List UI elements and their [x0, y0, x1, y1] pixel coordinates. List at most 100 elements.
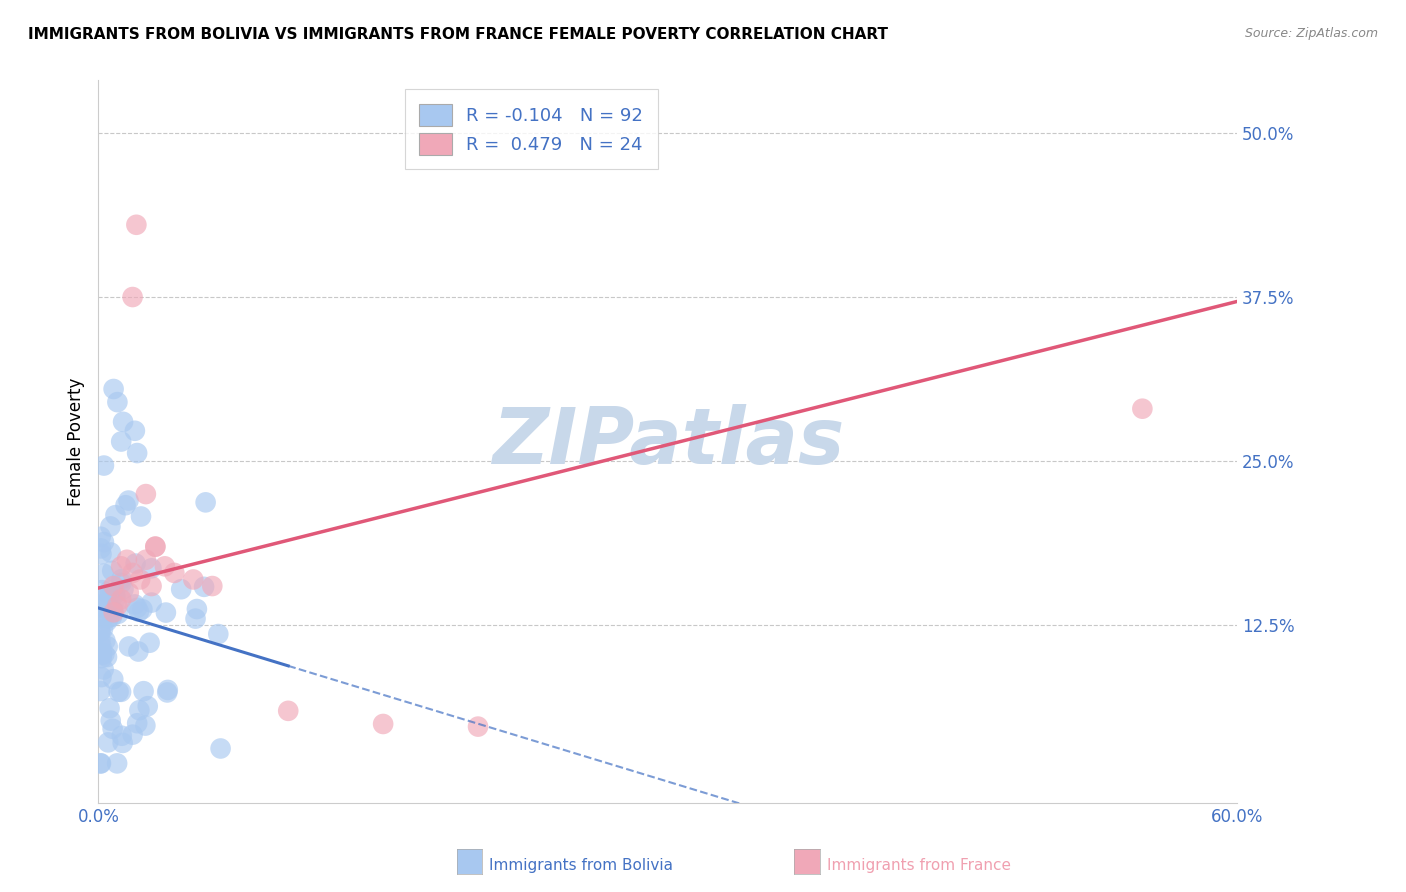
Point [145, 540, 167, 554]
Point [100, 519, 122, 533]
Point [93, 647, 115, 661]
Point [110, 559, 132, 574]
Point [110, 572, 132, 586]
Point [93, 535, 115, 549]
Point [138, 636, 160, 650]
Point [107, 607, 129, 621]
Point [121, 566, 143, 580]
Point [112, 415, 135, 429]
Point [114, 498, 136, 512]
Point [101, 587, 124, 601]
Point [141, 561, 163, 575]
Point [97, 640, 120, 654]
Point [96, 650, 118, 665]
Text: Immigrants from France: Immigrants from France [827, 858, 1011, 872]
Text: Immigrants from Bolivia: Immigrants from Bolivia [489, 858, 673, 872]
Point [135, 553, 157, 567]
Point [110, 434, 132, 449]
Text: ZIPatlas: ZIPatlas [492, 403, 844, 480]
Point [101, 564, 124, 578]
Point [97, 735, 120, 749]
Point [186, 602, 208, 616]
Point [131, 602, 153, 616]
Point [101, 602, 124, 616]
Point [1132, 401, 1154, 416]
Point [467, 720, 489, 734]
Point [89, 599, 111, 613]
Y-axis label: Female Poverty: Female Poverty [66, 377, 84, 506]
Point [129, 509, 152, 524]
Point [93, 458, 115, 473]
Text: IMMIGRANTS FROM BOLIVIA VS IMMIGRANTS FROM FRANCE FEMALE POVERTY CORRELATION CHA: IMMIGRANTS FROM BOLIVIA VS IMMIGRANTS FR… [28, 27, 889, 42]
Point [118, 640, 141, 654]
Point [145, 540, 167, 554]
Point [110, 592, 132, 607]
Point [89, 601, 111, 615]
Point [193, 580, 215, 594]
Point [184, 612, 207, 626]
Point [156, 685, 179, 699]
Point [117, 493, 139, 508]
Point [98, 583, 121, 598]
Point [101, 722, 124, 736]
Point [127, 644, 149, 658]
Point [153, 559, 176, 574]
Point [100, 714, 122, 728]
Point [163, 566, 186, 580]
Point [194, 495, 217, 509]
Point [101, 603, 124, 617]
Point [111, 729, 134, 743]
Point [107, 599, 129, 613]
Point [121, 290, 143, 304]
Point [91, 622, 114, 636]
Point [201, 579, 224, 593]
Point [101, 609, 124, 624]
Point [89, 632, 111, 647]
Text: Source: ZipAtlas.com: Source: ZipAtlas.com [1244, 27, 1378, 40]
Point [136, 699, 159, 714]
Point [125, 218, 148, 232]
Point [90, 583, 112, 598]
Point [103, 605, 125, 619]
Point [89, 756, 111, 771]
Point [209, 741, 232, 756]
Point [128, 605, 150, 619]
Point [100, 545, 122, 559]
Point [89, 624, 111, 638]
Point [103, 672, 125, 686]
Point [103, 382, 125, 396]
Point [128, 703, 150, 717]
Point [104, 508, 127, 523]
Point [110, 685, 132, 699]
Point [371, 717, 394, 731]
Point [94, 633, 117, 648]
Point [127, 716, 149, 731]
Point [97, 611, 120, 625]
Point [90, 670, 112, 684]
Point [124, 424, 146, 438]
Point [104, 591, 127, 605]
Point [104, 587, 127, 601]
Point [277, 704, 299, 718]
Point [111, 736, 134, 750]
Point [90, 651, 112, 665]
Point [110, 576, 132, 591]
Point [107, 395, 129, 409]
Point [156, 682, 179, 697]
Point [115, 553, 138, 567]
Point [89, 592, 111, 607]
Point [134, 718, 156, 732]
Point [107, 685, 129, 699]
Point [207, 627, 229, 641]
Point [98, 701, 121, 715]
Point [90, 530, 112, 544]
Point [90, 541, 112, 556]
Point [89, 684, 111, 698]
Point [141, 579, 163, 593]
Point [124, 598, 146, 612]
Point [89, 598, 111, 612]
Point [89, 624, 111, 639]
Point [121, 728, 143, 742]
Point [183, 573, 205, 587]
Point [127, 446, 149, 460]
